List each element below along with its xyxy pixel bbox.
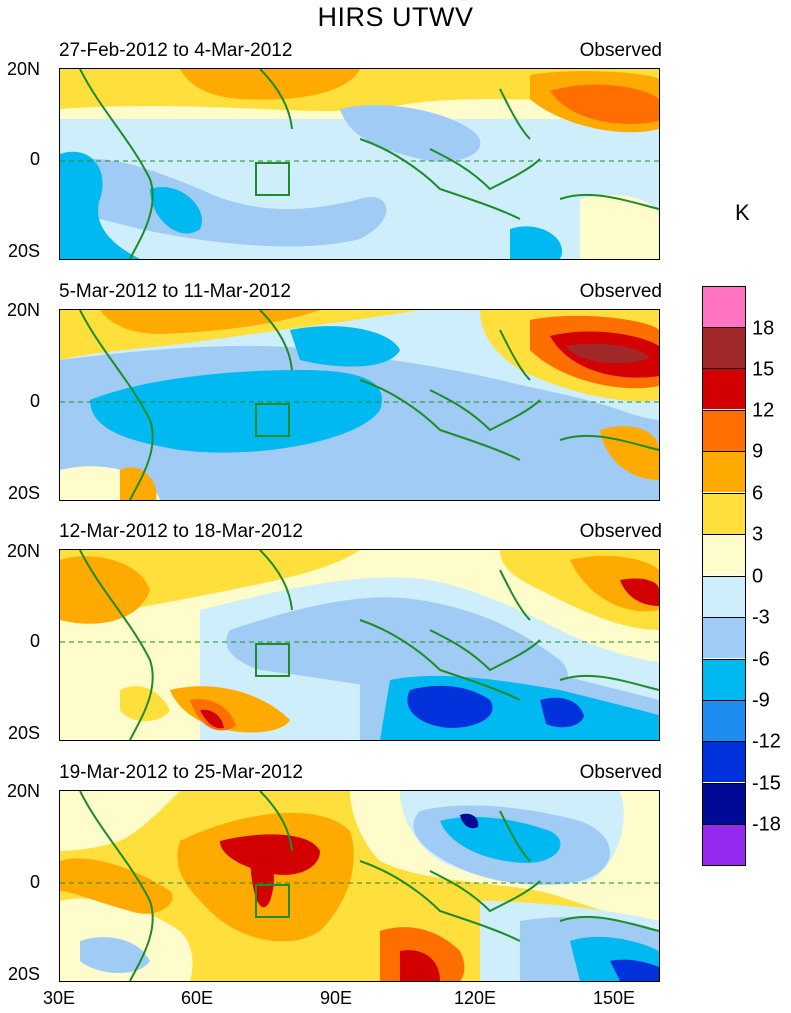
panel-1-observed-tag: Observed	[579, 40, 662, 61]
colorbar-tick-9: 9	[752, 440, 764, 463]
panel-2-ylabel-20s: 20S	[7, 483, 40, 503]
colorbar-swatch-9	[703, 617, 745, 658]
map-panel-1	[59, 68, 660, 260]
colorbar-swatch-8	[703, 576, 745, 617]
panel-3-date-range: 12-Mar-2012 to 18-Mar-2012	[59, 521, 303, 542]
colorbar-tick-neg12: -12	[752, 730, 781, 753]
colorbar-swatch-3	[703, 368, 745, 409]
panel-3-observed-tag: Observed	[579, 521, 662, 542]
xlabel-60e: 60E	[180, 988, 214, 1008]
colorbar-tick-15: 15	[752, 358, 775, 381]
colorbar-tick-neg3: -3	[752, 606, 770, 629]
colorbar-swatch-2	[703, 327, 745, 368]
colorbar-swatch-5	[703, 451, 745, 492]
panel-4-ylabel-20s: 20S	[7, 964, 40, 984]
panel-2-ylabel-0: 0	[29, 391, 40, 411]
panel-1-ylabel-0: 0	[29, 149, 40, 169]
colorbar-swatch-6	[703, 493, 745, 534]
colorbar-tick-neg9: -9	[752, 689, 770, 712]
figure-title: HIRS UTWV	[317, 2, 474, 32]
colorbar-swatch-4	[703, 410, 745, 451]
colorbar-tick-18: 18	[752, 317, 775, 340]
panel-1-date-range: 27-Feb-2012 to 4-Mar-2012	[59, 40, 293, 61]
panel-4-ylabel-0: 0	[29, 872, 40, 892]
panel-3-ylabel-20s: 20S	[7, 723, 40, 743]
colorbar-swatch-12	[703, 741, 745, 782]
colorbar-tick-0: 0	[752, 565, 764, 588]
colorbar-unit: K	[735, 200, 750, 225]
panel-1-ylabel-20n: 20N	[6, 59, 40, 79]
panel-2-date-range: 5-Mar-2012 to 11-Mar-2012	[59, 281, 291, 302]
panel-3-ylabel-20n: 20N	[6, 541, 40, 561]
xlabel-30e: 30E	[42, 988, 76, 1008]
panel-4-observed-tag: Observed	[579, 762, 662, 783]
colorbar-swatch-13	[703, 783, 745, 824]
map-panel-3	[59, 549, 660, 741]
xlabel-90e: 90E	[319, 988, 353, 1008]
colorbar	[702, 286, 746, 866]
colorbar-tick-12: 12	[752, 399, 775, 422]
panel-4-date-range: 19-Mar-2012 to 25-Mar-2012	[59, 762, 303, 783]
panel-4-ylabel-20n: 20N	[6, 781, 40, 801]
colorbar-swatch-7	[703, 534, 745, 575]
colorbar-tick-neg18: -18	[752, 813, 781, 836]
panel-3-ylabel-0: 0	[29, 631, 40, 651]
map-panel-4	[59, 790, 660, 982]
map-panel-2	[59, 309, 660, 501]
colorbar-tick-3: 3	[752, 523, 764, 546]
panel-2-ylabel-20n: 20N	[6, 300, 40, 320]
colorbar-tick-neg6: -6	[752, 648, 770, 671]
xlabel-120e: 120E	[453, 988, 497, 1008]
colorbar-swatch-1	[703, 286, 745, 327]
panel-2-observed-tag: Observed	[579, 281, 662, 302]
colorbar-tick-6: 6	[752, 482, 764, 505]
colorbar-swatch-10	[703, 659, 745, 700]
panel-1-ylabel-20s: 20S	[7, 241, 40, 261]
colorbar-tick-neg15: -15	[752, 772, 781, 795]
colorbar-swatch-11	[703, 700, 745, 741]
xlabel-150e: 150E	[592, 988, 636, 1008]
colorbar-swatch-14	[703, 824, 745, 866]
